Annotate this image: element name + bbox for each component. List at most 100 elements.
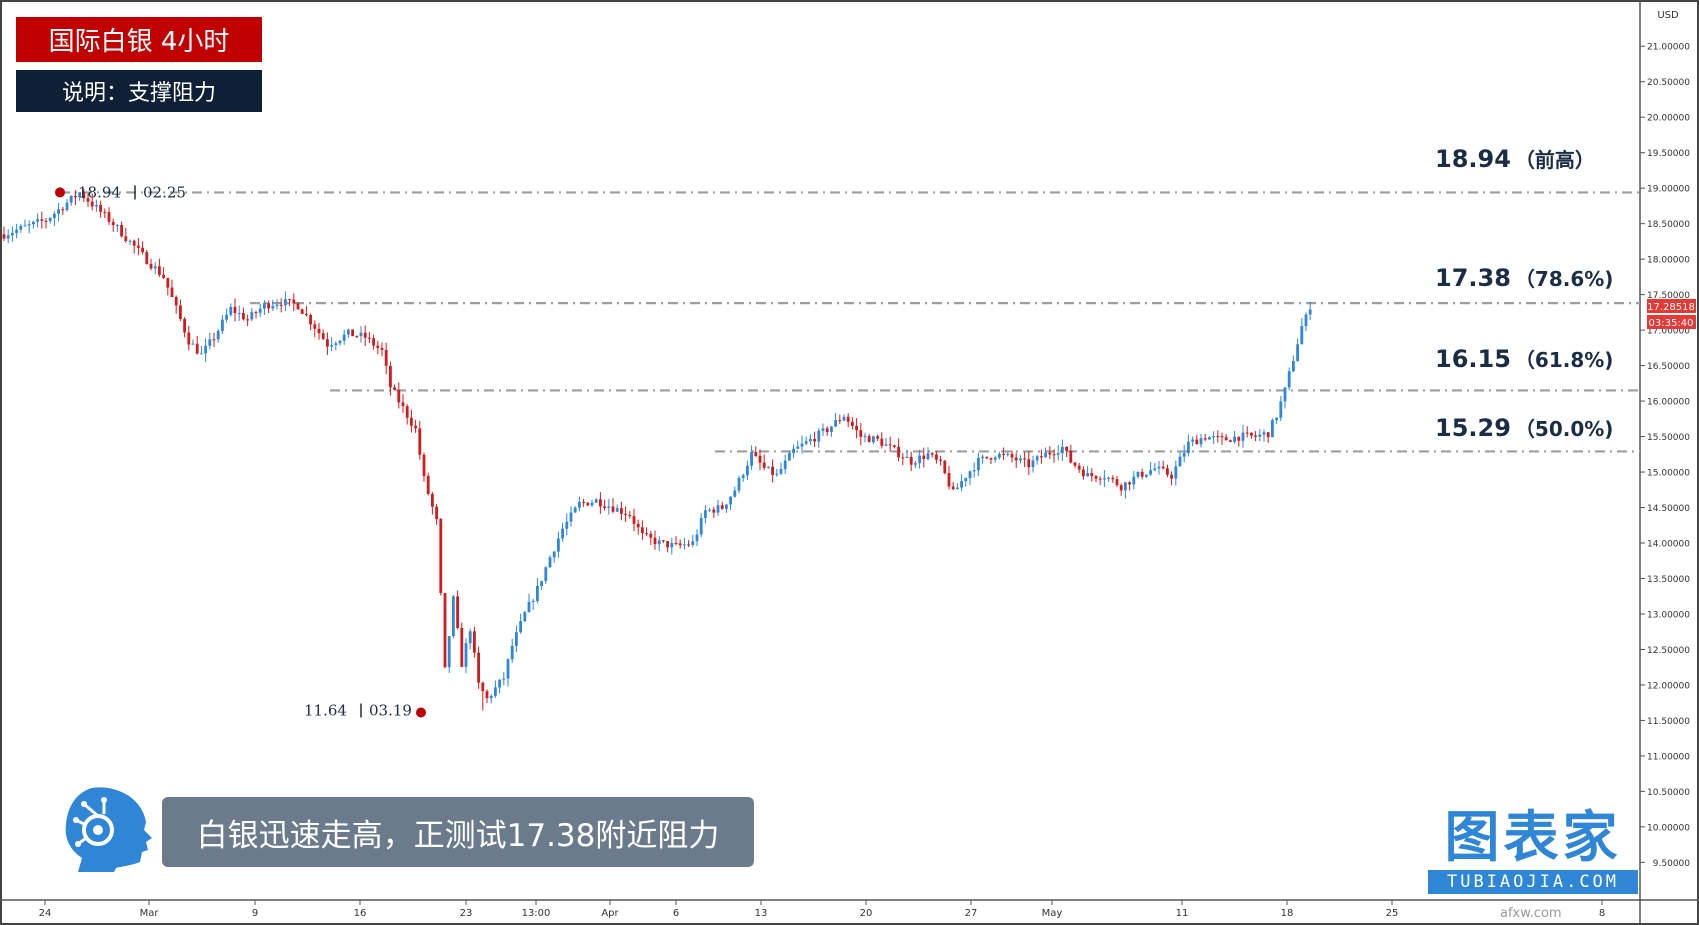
candle	[964, 477, 968, 487]
candle	[124, 227, 128, 243]
candle	[813, 431, 816, 448]
candle	[384, 342, 388, 375]
candle	[653, 530, 657, 550]
candle	[935, 450, 938, 464]
candle	[1128, 481, 1131, 491]
candle	[1073, 461, 1077, 469]
candle	[821, 423, 825, 437]
candle	[363, 325, 367, 346]
candle	[1115, 475, 1119, 487]
candle	[254, 310, 258, 319]
candle	[725, 504, 728, 513]
candle	[1203, 433, 1207, 442]
level-label: 16.15 （61.8%)	[1435, 345, 1613, 373]
candle	[74, 190, 77, 206]
x-tick-label: 8	[1599, 908, 1605, 919]
candle	[351, 329, 354, 337]
candle	[229, 303, 233, 317]
level-note: （78.6%)	[1515, 267, 1614, 291]
candle	[1006, 452, 1010, 457]
candle	[347, 328, 350, 339]
time-axis[interactable]: 24 Mar 9 16 23 13:00 Apr 6 13 20 27 May 11 18 25 8	[39, 900, 1606, 919]
candle	[590, 499, 594, 508]
candle	[1027, 450, 1031, 476]
candle	[179, 299, 182, 322]
candle	[914, 460, 917, 469]
level-note: （50.0%)	[1515, 417, 1614, 441]
candle	[225, 308, 228, 323]
candle	[473, 626, 476, 658]
candle	[435, 503, 438, 525]
candle	[632, 508, 636, 532]
candle	[1212, 431, 1215, 445]
candle	[939, 455, 942, 466]
candle	[670, 537, 674, 555]
brand-logo: 图表家 TUBIAOJIA.COM	[1428, 806, 1638, 896]
candle	[452, 594, 455, 638]
candle	[1191, 436, 1194, 447]
candle	[1208, 436, 1211, 440]
candle	[855, 418, 858, 439]
candle	[804, 436, 808, 446]
candle	[678, 539, 682, 549]
countdown-value: 03:35:40	[1649, 318, 1694, 329]
candle	[1187, 434, 1190, 457]
candle	[166, 277, 170, 296]
candle	[397, 382, 401, 409]
candle	[86, 193, 90, 207]
y-tick-label: 9.50000	[1653, 859, 1690, 869]
candle	[1233, 431, 1236, 444]
candle	[162, 267, 165, 279]
candle	[573, 506, 577, 514]
candle	[502, 671, 506, 686]
caption-box: 白银迅速走高，正测试17.38附近阻力	[162, 797, 754, 867]
candle	[11, 226, 14, 242]
y-tick-label: 12.50000	[1647, 646, 1690, 656]
y-tick-label: 17.50000	[1647, 291, 1690, 301]
candle	[796, 440, 800, 450]
candle	[422, 452, 426, 482]
candle	[1082, 466, 1085, 480]
candle	[838, 414, 842, 425]
candle	[27, 220, 31, 234]
x-tick-label: May	[1042, 908, 1063, 919]
candle	[2, 226, 6, 242]
candle	[99, 200, 102, 218]
x-tick-label: 24	[39, 908, 52, 919]
candle	[212, 333, 216, 347]
candle	[326, 332, 329, 355]
level-label: 15.29 （50.0%)	[1435, 414, 1613, 442]
candle	[414, 419, 417, 433]
price-axis[interactable]: 9.50000 10.00000 10.50000 11.00000 11.50000 1…	[1640, 43, 1690, 869]
level-label: 18.94 （前高）	[1435, 145, 1595, 173]
candle	[191, 339, 195, 345]
level-price: 17.38	[1435, 264, 1511, 292]
candle	[636, 519, 640, 535]
candle	[720, 501, 724, 510]
candle	[401, 394, 405, 413]
level-price: 18.94	[1435, 145, 1511, 173]
candle	[410, 409, 413, 433]
candle	[922, 447, 926, 468]
x-tick-label: 18	[1281, 908, 1294, 919]
x-tick-label: 11	[1176, 908, 1189, 919]
candle	[645, 527, 648, 537]
candle	[1304, 312, 1308, 332]
candle	[1149, 461, 1152, 476]
candle	[1262, 429, 1266, 442]
candle	[321, 329, 325, 340]
candle	[40, 211, 44, 229]
candle	[1124, 481, 1127, 499]
candle	[1132, 470, 1136, 490]
candle	[691, 534, 695, 548]
candle	[981, 454, 984, 464]
y-tick-label: 12.00000	[1647, 681, 1690, 691]
candle	[620, 501, 623, 521]
candle	[242, 307, 245, 321]
candle	[687, 540, 690, 547]
y-tick-label: 15.50000	[1647, 433, 1690, 443]
candle	[1250, 432, 1253, 439]
candle	[817, 428, 821, 448]
candle	[1287, 367, 1291, 391]
